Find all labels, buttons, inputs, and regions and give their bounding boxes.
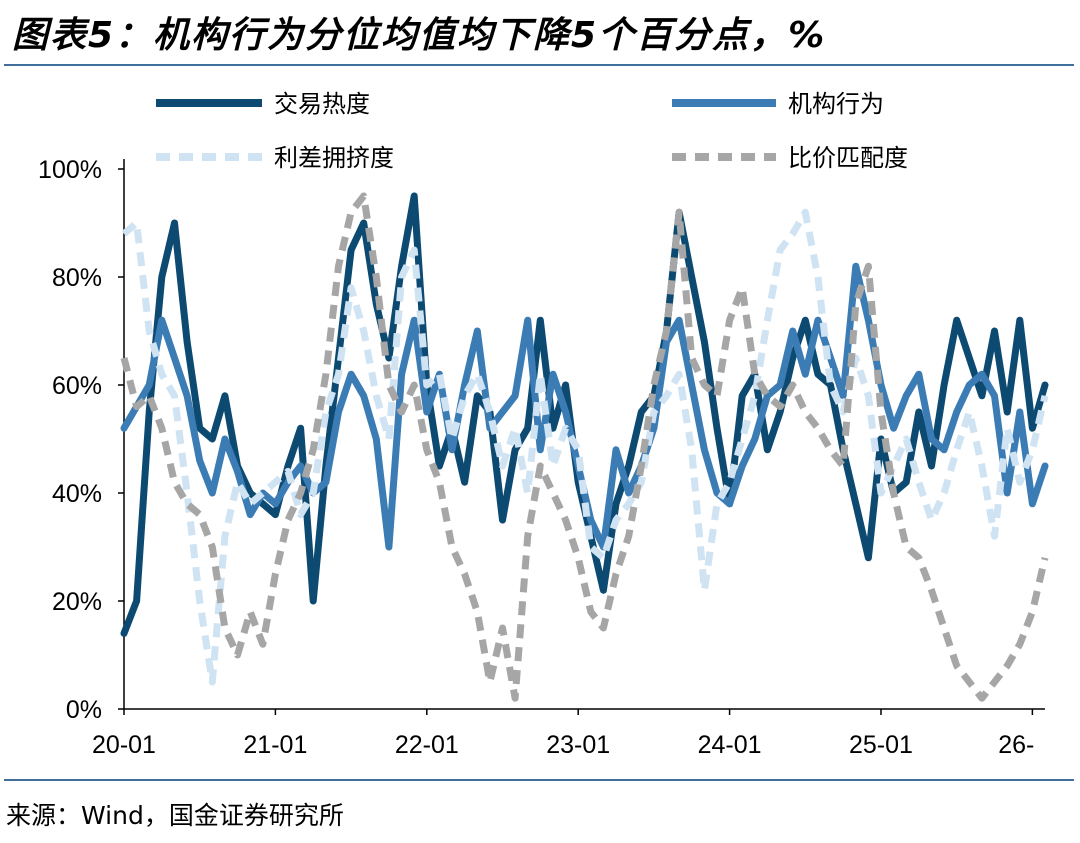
legend-item: 比价匹配度	[672, 144, 908, 172]
legend-label: 比价匹配度	[788, 144, 908, 172]
bottom-divider	[4, 779, 1074, 781]
source-note: 来源：Wind，国金证券研究所	[6, 801, 344, 830]
series-line-3	[121, 208, 1049, 686]
y-tick-label: 20%	[52, 588, 102, 616]
x-tick-label: 25-01	[849, 731, 913, 759]
x-tick-label: 26-	[998, 731, 1034, 759]
x-tick-label: 24-01	[698, 731, 762, 759]
x-tick-label: 21-01	[243, 731, 307, 759]
y-tick-label: 40%	[52, 480, 102, 508]
top-divider	[4, 64, 1074, 66]
legend-label: 交易热度	[274, 90, 370, 118]
chart-axes: 0% 20% 40% 60% 80% 100% 20-01 21-01 22-01 23-01 24…	[38, 156, 1045, 759]
y-tick-label: 60%	[52, 372, 102, 400]
plot-area	[120, 192, 1049, 702]
legend-label: 机构行为	[788, 90, 884, 118]
y-tick-label: 100%	[38, 156, 102, 184]
x-tick-label: 22-01	[395, 731, 459, 759]
legend-item: 利差拥挤度	[156, 144, 394, 172]
chart-title: 图表5：机构行为分位均值均下降5个百分点，%	[12, 15, 827, 56]
legend-item: 机构行为	[672, 90, 884, 118]
y-tick-label: 80%	[52, 264, 102, 292]
series-line-1	[120, 192, 1049, 637]
x-tick-label: 23-01	[546, 731, 610, 759]
legend-label: 利差拥挤度	[274, 144, 394, 172]
legend-item: 交易热度	[156, 90, 370, 118]
y-tick-label: 0%	[66, 696, 102, 724]
series-line-4	[120, 192, 1049, 702]
x-tick-label: 20-01	[92, 731, 156, 759]
